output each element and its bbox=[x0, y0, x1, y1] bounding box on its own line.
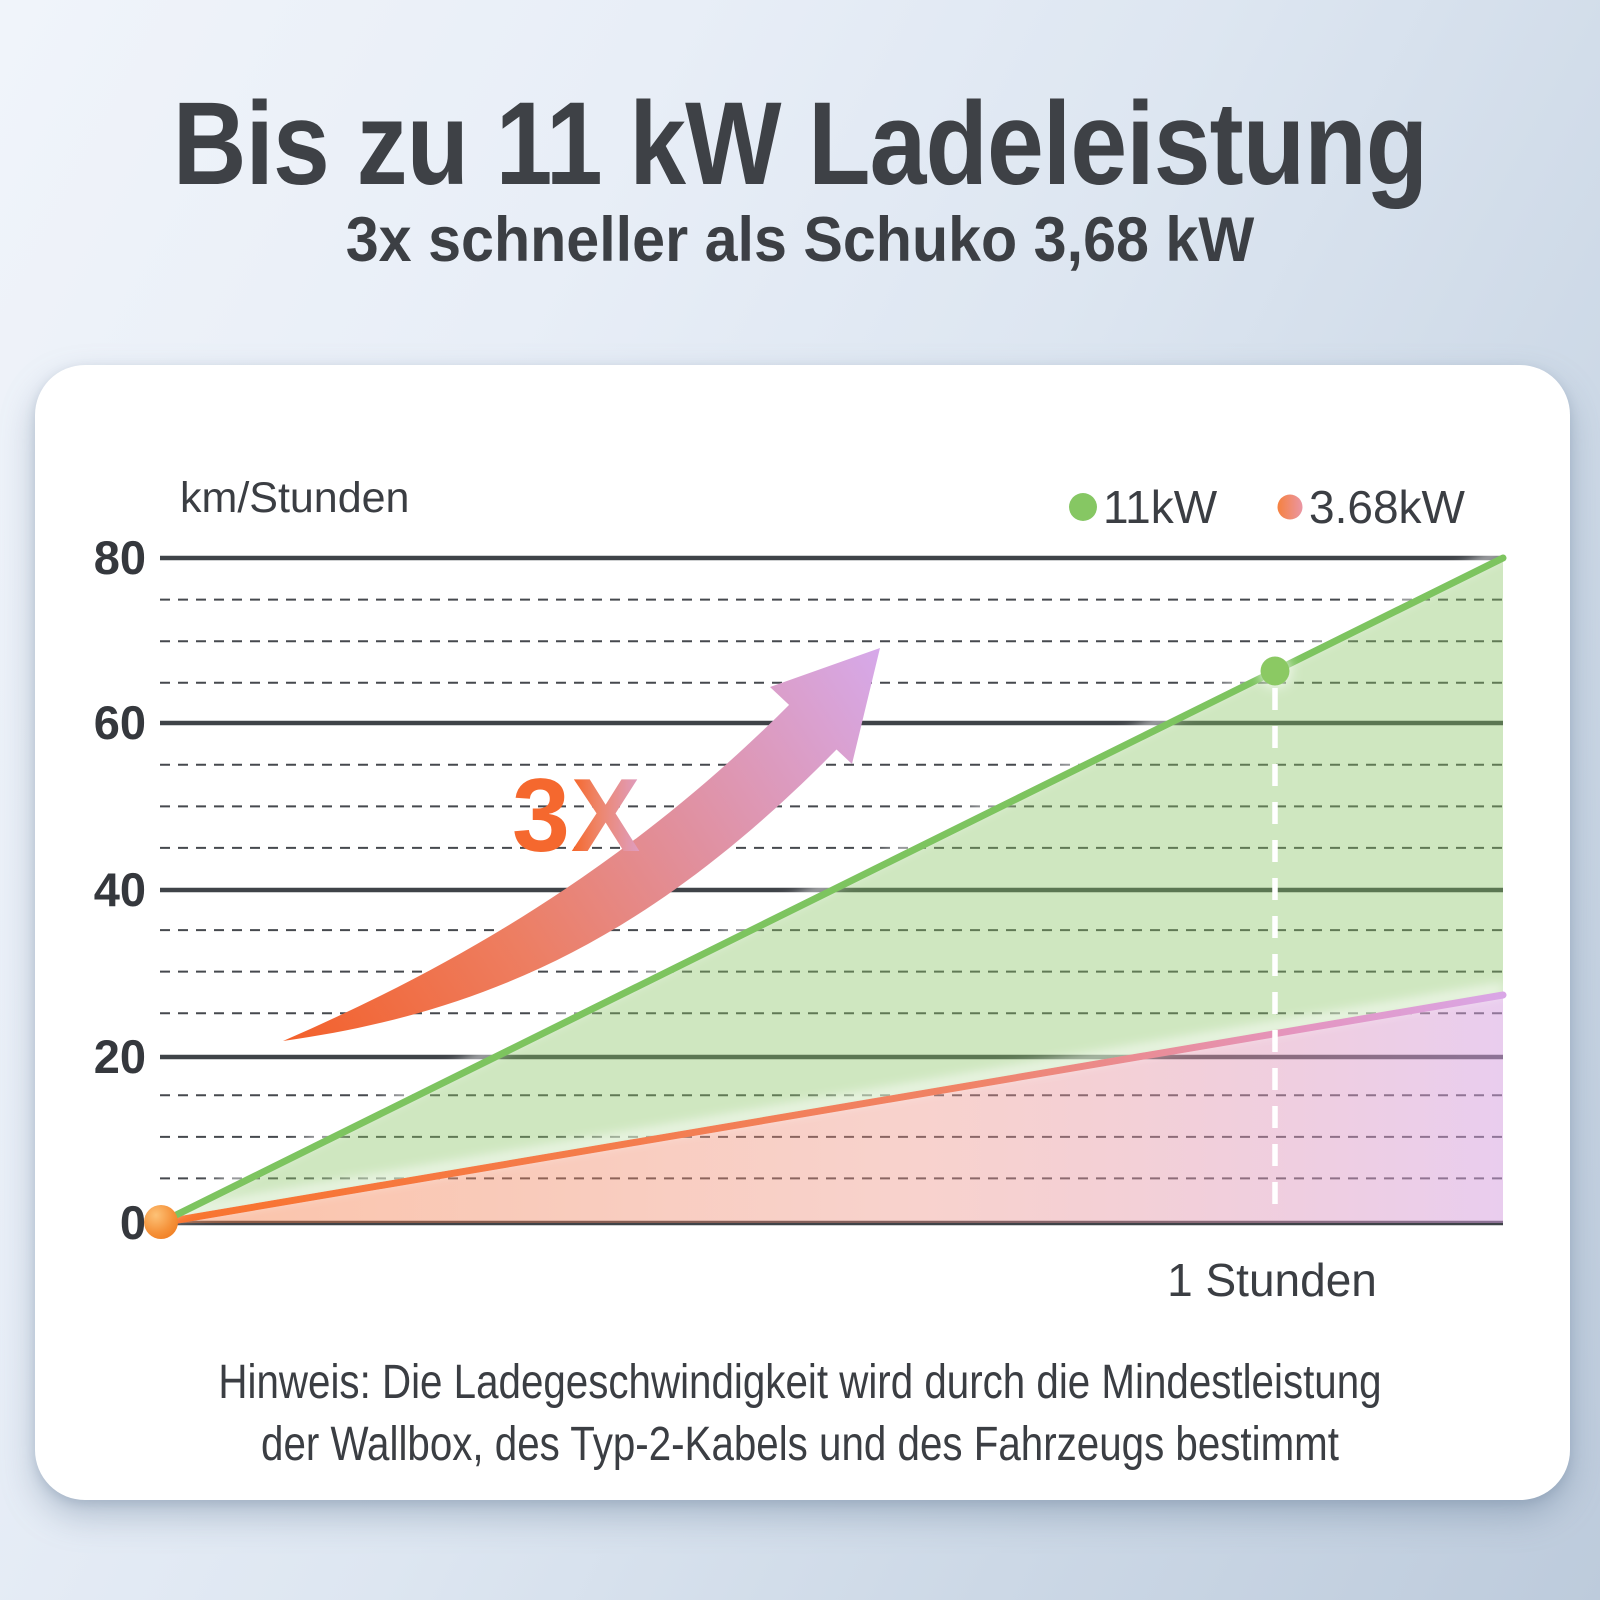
marker-dot-11kw bbox=[1260, 656, 1290, 686]
legend-dot-368kw bbox=[1277, 494, 1303, 520]
page-title: Bis zu 11 kW Ladeleistung bbox=[172, 78, 1428, 210]
legend-label-368kw: 3.68kW bbox=[1309, 481, 1466, 533]
ytick-0: 0 bbox=[120, 1196, 146, 1249]
footnote: Hinweis: Die Ladegeschwindigkeit wird du… bbox=[212, 1352, 1388, 1476]
ytick-80: 80 bbox=[94, 531, 146, 584]
y-axis-unit-label: km/Stunden bbox=[180, 474, 409, 522]
x-axis-label: 1 Stunden bbox=[1167, 1254, 1377, 1306]
line-368kw bbox=[156, 991, 1507, 1227]
ytick-20: 20 bbox=[94, 1030, 146, 1083]
chart-card bbox=[35, 365, 1570, 1500]
legend: 11kW 3.68kW bbox=[1069, 481, 1466, 533]
origin-dot bbox=[144, 1205, 178, 1239]
page-subtitle: 3x schneller als Schuko 3,68 kW bbox=[345, 205, 1255, 275]
growth-arrow bbox=[283, 648, 880, 1041]
footnote-line2: der Wallbox, des Typ-2-Kabels und des Fa… bbox=[261, 1418, 1339, 1471]
grid-minor-dashed bbox=[160, 598, 1503, 1180]
multiplier-annotation: 3X bbox=[512, 758, 641, 874]
ytick-40: 40 bbox=[94, 863, 146, 916]
legend-dot-11kw bbox=[1069, 493, 1097, 521]
y-tick-labels: 80 60 40 20 0 bbox=[94, 531, 146, 1249]
footnote-line1: Hinweis: Die Ladegeschwindigkeit wird du… bbox=[218, 1356, 1382, 1409]
legend-label-11kw: 11kW bbox=[1103, 481, 1218, 533]
ytick-60: 60 bbox=[94, 696, 146, 749]
